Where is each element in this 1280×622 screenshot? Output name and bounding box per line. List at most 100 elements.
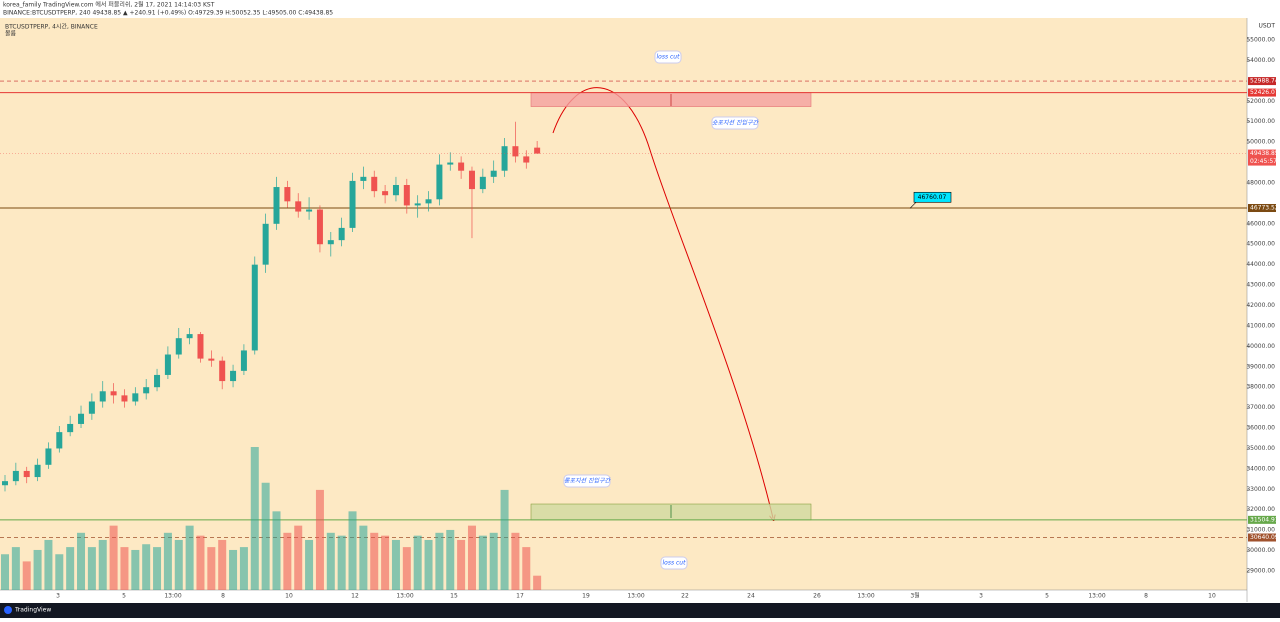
x-tick-label: 13:00 (164, 593, 181, 600)
volume-bar (142, 544, 151, 590)
y-tick-label: 51000.00 (1246, 118, 1275, 125)
volume-bar (511, 532, 520, 590)
x-tick-label: 10 (1208, 593, 1216, 600)
candle-body (262, 223, 269, 265)
x-tick-label: 13:00 (396, 593, 413, 600)
y-tick-label: 29000.00 (1246, 568, 1275, 575)
volume-bar (337, 535, 346, 590)
level-label: 46773.52 (1250, 205, 1279, 212)
callout (654, 50, 682, 64)
candle-body (316, 209, 323, 245)
volume-bar (218, 539, 227, 590)
x-tick-label: 3월 (910, 592, 919, 600)
projection-curve (552, 87, 773, 518)
candle-body (360, 176, 367, 181)
volume-bar (229, 549, 238, 590)
brand: TradingView (14, 607, 51, 614)
header-bg (0, 0, 1280, 18)
last-price-bg (1248, 149, 1276, 166)
y-tick-label: 38000.00 (1246, 384, 1275, 391)
volume-bar (163, 532, 172, 590)
candle-body (78, 413, 85, 424)
x-tick-label: 8 (221, 593, 225, 600)
y-tick-label: 50000.00 (1246, 139, 1275, 146)
volume-bar (55, 554, 64, 590)
y-tick-label: 33000.00 (1246, 486, 1275, 493)
x-tick-label: 24 (747, 593, 755, 600)
x-tick-label: 5 (1045, 593, 1049, 600)
volume-bar (109, 525, 118, 590)
chart-title: BTCUSDTPERP, 4시간, BINANCE (5, 23, 98, 31)
plot-bg (0, 18, 1247, 590)
candle-body (67, 423, 74, 433)
x-tick-label: 13:00 (627, 593, 644, 600)
countdown: 02:45:57 (1250, 158, 1277, 165)
volume-bar (87, 547, 96, 590)
candle-body (110, 391, 117, 396)
candle-body (371, 176, 378, 192)
volume-bar (174, 539, 183, 590)
candle-body (132, 393, 139, 402)
x-tick-label: 13:00 (1088, 593, 1105, 600)
x-tick-label: 17 (516, 593, 524, 600)
volume-bar (22, 561, 31, 590)
y-tick-label: 32000.00 (1246, 506, 1275, 513)
x-tick-label: 10 (285, 593, 293, 600)
volume-bar (120, 547, 129, 590)
volume-bar (44, 539, 53, 590)
quote: BINANCE:BTCUSDTPERP, 240 49438.85 ▲ +240… (3, 10, 333, 17)
volume-bar (131, 549, 140, 590)
candle-body (230, 370, 237, 382)
volume-bar (196, 535, 205, 590)
volume-bar (239, 547, 248, 590)
level-label: 52426.07 (1250, 89, 1279, 96)
candle-body (338, 227, 345, 241)
candle-body (219, 360, 226, 382)
published: korea_family TradingView.com 에서 퍼블리쉬, 2월… (3, 1, 215, 9)
volume-bar (402, 547, 411, 590)
y-tick-label: 34000.00 (1246, 465, 1275, 472)
candle-body (23, 470, 30, 478)
candle-body (88, 401, 95, 414)
candle-body (186, 334, 193, 339)
candle-body (306, 209, 313, 212)
y-tick-label: 39000.00 (1246, 363, 1275, 370)
level-label-bg (1248, 515, 1276, 524)
candle-body (523, 156, 530, 163)
volume-bar (77, 532, 86, 590)
candle-body (447, 162, 454, 165)
y-tick-label: 41000.00 (1246, 322, 1275, 329)
volume-bar (370, 532, 379, 590)
candle-body (436, 164, 443, 200)
candle-body (501, 146, 508, 171)
candle-body (534, 147, 541, 154)
volume-bar (533, 575, 542, 590)
last-price: 49438.85 (1250, 150, 1279, 157)
candle-body (425, 199, 432, 204)
volume-bar (457, 539, 466, 590)
candle-body (468, 170, 475, 190)
callout-text: loss cut (663, 560, 687, 567)
candle-body (414, 203, 421, 206)
level-label: 52988.74 (1250, 78, 1279, 85)
volume-bar (359, 525, 368, 590)
level-label: 31504.91 (1250, 516, 1279, 523)
volume-bar (207, 547, 216, 590)
volume-bar (272, 511, 281, 590)
callout (711, 116, 759, 130)
candle-body (458, 162, 465, 171)
volume-bar (381, 535, 390, 590)
callout (563, 474, 611, 488)
x-tick-label: 8 (1144, 593, 1148, 600)
y-tick-label: 31000.00 (1246, 527, 1275, 534)
candle-body (273, 187, 280, 224)
x-tick-label: 13:00 (857, 593, 874, 600)
candle-body (490, 170, 497, 177)
volume-bar (185, 525, 194, 590)
y-tick-label: 42000.00 (1246, 302, 1275, 309)
volume-bar (522, 547, 531, 590)
volume-bar (478, 535, 487, 590)
candle-body (251, 264, 258, 351)
x-tick-label: 22 (681, 593, 689, 600)
